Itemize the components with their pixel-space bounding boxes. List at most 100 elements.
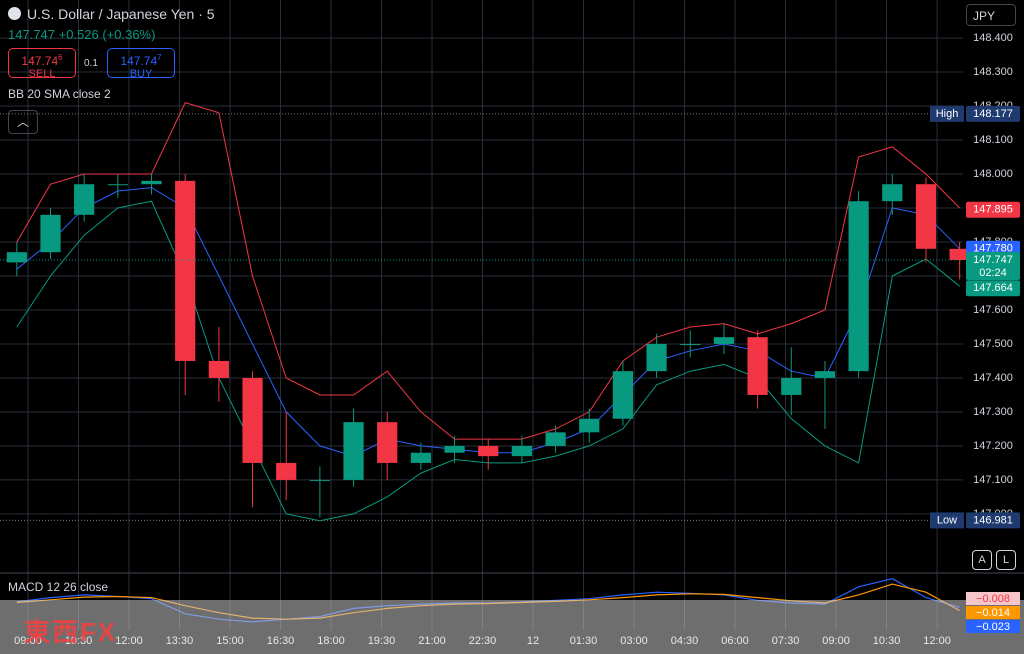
countdown: 02:24 (979, 267, 1007, 279)
macd-badge-label: −0.023 (976, 621, 1010, 633)
price-badge-label: 148.177 (973, 108, 1013, 120)
price-badge (966, 105, 1020, 122)
sell-label: SELL (28, 68, 56, 80)
price-badge (966, 252, 1020, 281)
y-tick-label: 147.400 (973, 372, 1013, 384)
price-badge-label: 147.895 (973, 204, 1013, 216)
candle-body (781, 377, 802, 395)
price-badge (966, 512, 1020, 529)
y-tick-label: 147.100 (973, 474, 1013, 486)
macd-badge (966, 592, 1020, 605)
candle-body (848, 201, 869, 372)
x-tick-label: 12:00 (923, 635, 951, 647)
candle-body (444, 445, 465, 453)
macd-badge (966, 620, 1020, 633)
sell-sup: 6 (58, 53, 63, 62)
candle-body (208, 360, 229, 378)
x-tick-label: 12:00 (115, 635, 143, 647)
auto-scale-button[interactable]: A (972, 550, 992, 570)
macd-badge-label: −0.008 (976, 593, 1010, 605)
price-badge-label: 146.981 (973, 514, 1013, 526)
candle-body (915, 184, 937, 249)
collapse-button[interactable]: ︿ (8, 110, 38, 134)
buy-sup: 7 (157, 53, 162, 62)
candle-body (713, 337, 735, 344)
price-badge-label: 147.747 (973, 254, 1013, 266)
y-tick-label: 148.300 (973, 66, 1013, 78)
log-scale-button[interactable]: L (996, 550, 1016, 570)
symbol-title: U.S. Dollar / Japanese Yen · 5 (8, 6, 215, 22)
price-badge (966, 201, 1020, 218)
buy-label: BUY (129, 68, 153, 80)
y-tick-label: 147.500 (973, 338, 1013, 350)
candle-body (646, 343, 667, 372)
badge-tag (930, 512, 964, 529)
x-tick-label: 09:00 (822, 635, 850, 647)
macd-badge-label: −0.014 (976, 607, 1010, 619)
candle-body (478, 445, 499, 457)
band-line (16, 101, 960, 440)
price-badge (966, 280, 1020, 297)
y-tick-label: 147.300 (973, 406, 1013, 418)
x-tick-label: 16:30 (267, 635, 295, 647)
indicator-label: BB 20 SMA close 2 (8, 87, 111, 101)
x-tick-label: 03:00 (620, 635, 648, 647)
x-tick-label: 04:30 (671, 635, 699, 647)
spread: 0.1 (84, 58, 98, 69)
candle-body (276, 462, 297, 480)
band-line (16, 187, 960, 457)
y-tick-label: 148.000 (973, 168, 1013, 180)
candle-body (949, 248, 970, 261)
x-tick-label: 10:30 (65, 635, 93, 647)
price-badge-label: 147.664 (973, 282, 1013, 294)
candle-body (74, 184, 95, 215)
x-tick-label: 09:00 (14, 635, 42, 647)
sell-button[interactable]: 147.746 SELL (8, 48, 76, 80)
x-tick-label: 15:00 (216, 635, 244, 647)
candle-body (309, 479, 330, 481)
flag-icon (8, 7, 21, 20)
badge-name: Low (937, 514, 957, 526)
candle-body (343, 422, 364, 480)
candle-body (612, 371, 634, 419)
candle-body (242, 377, 263, 463)
candle-body (107, 184, 128, 186)
candle-body (40, 214, 61, 253)
x-tick-label: 18:00 (317, 635, 345, 647)
candle-body (814, 371, 836, 378)
price-badge-label: 147.780 (973, 243, 1013, 255)
badge-name: High (936, 108, 959, 120)
x-tick-label: 19:30 (368, 635, 396, 647)
y-tick-label: 148.400 (973, 32, 1013, 44)
candle-body (6, 252, 27, 263)
sell-price: 147.74 (21, 54, 59, 68)
x-tick-label: 06:00 (721, 635, 749, 647)
x-tick-label: 10:30 (873, 635, 901, 647)
bottom-overlay (0, 600, 1024, 654)
candle-body (579, 418, 600, 433)
watermark: 東西FX (24, 617, 118, 647)
candle-body (747, 337, 768, 395)
x-tick-label: 22:30 (469, 635, 497, 647)
candle-body (377, 422, 398, 463)
badge-tag (930, 105, 964, 122)
quote: 147.747 +0.526 (+0.36%) (8, 27, 156, 42)
currency-button[interactable]: JPY (966, 4, 1016, 26)
candle-body (882, 184, 903, 202)
y-tick-label: 148.100 (973, 134, 1013, 146)
buy-price: 147.74 (120, 54, 158, 68)
x-tick-label: 12 (527, 635, 539, 647)
x-tick-label: 13:30 (166, 635, 194, 647)
candle-body (141, 180, 162, 185)
candle-body (410, 452, 431, 463)
candle-body (175, 180, 196, 361)
buy-button[interactable]: 147.747 BUY (107, 48, 175, 80)
y-tick-label: 147.200 (973, 440, 1013, 452)
band-line (16, 200, 960, 522)
x-tick-label: 07:30 (772, 635, 800, 647)
candle-body (545, 432, 566, 446)
symbol: U.S. Dollar / Japanese Yen · 5 (27, 6, 215, 22)
x-tick-label: 01:30 (570, 635, 598, 647)
